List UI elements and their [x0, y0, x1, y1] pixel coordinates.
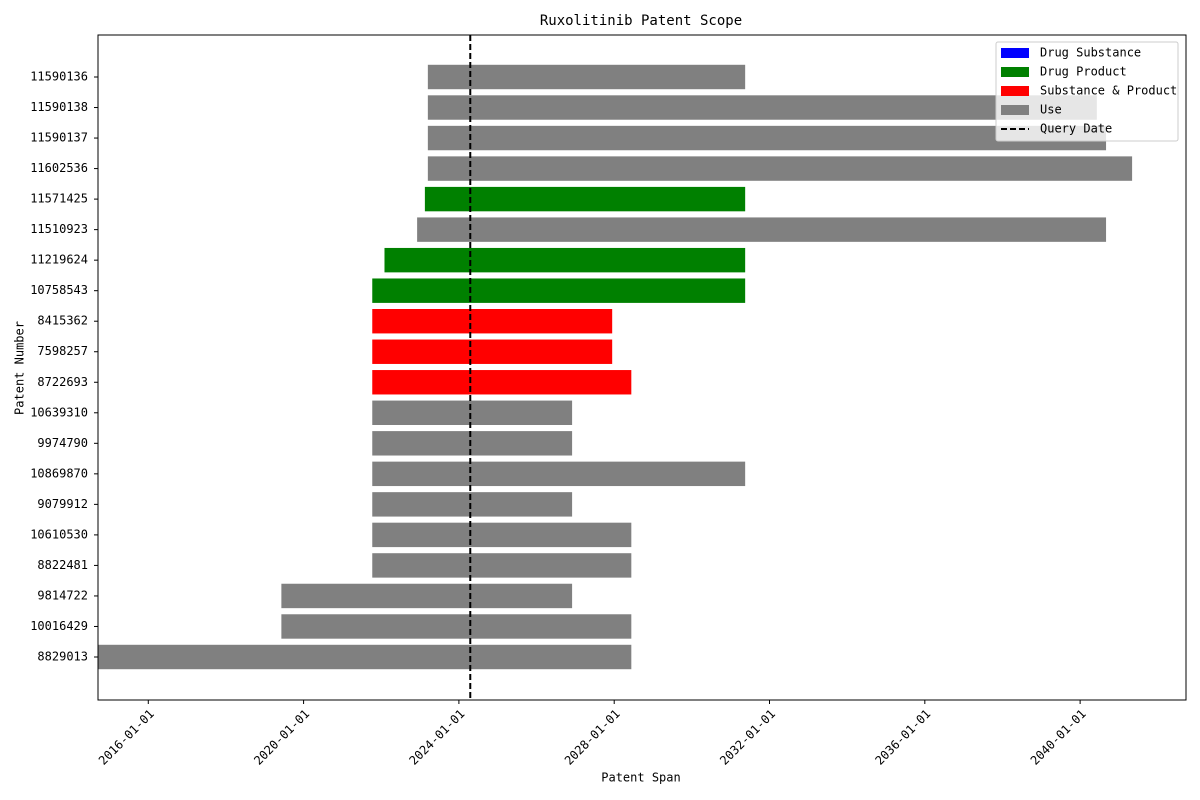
bar — [98, 645, 631, 669]
x-tick-label: 2024-01-01 — [407, 707, 468, 768]
legend-label: Drug Product — [1040, 65, 1127, 79]
bar — [372, 553, 631, 577]
legend-swatch — [1001, 105, 1029, 115]
x-axis-label: Patent Span — [601, 771, 680, 785]
bar — [384, 248, 745, 272]
y-axis-label: Patent Number — [13, 321, 27, 415]
legend-label: Drug Substance — [1040, 46, 1141, 60]
y-tick-label: 10610530 — [30, 527, 88, 541]
y-tick-label: 8822481 — [37, 558, 88, 572]
legend-swatch — [1001, 67, 1029, 77]
x-tick-label: 2036-01-01 — [872, 707, 933, 768]
x-tick-label: 2032-01-01 — [717, 707, 778, 768]
y-tick-label: 11219624 — [30, 253, 88, 267]
y-tick-label: 10758543 — [30, 283, 88, 297]
y-tick-label: 8722693 — [37, 375, 88, 389]
bar — [372, 309, 612, 333]
y-tick-label: 10869870 — [30, 466, 88, 480]
y-tick-label: 11571425 — [30, 192, 88, 206]
bar — [372, 523, 631, 547]
y-tick-label: 8829013 — [37, 650, 88, 664]
y-tick-label: 7598257 — [37, 344, 88, 358]
legend-label: Query Date — [1040, 122, 1112, 136]
bar — [428, 156, 1132, 180]
bar — [372, 278, 745, 302]
x-tick-label: 2028-01-01 — [562, 707, 623, 768]
y-tick-label: 11590138 — [30, 100, 88, 114]
y-tick-label: 10016429 — [30, 619, 88, 633]
bar — [372, 370, 631, 394]
x-tick-label: 2016-01-01 — [96, 707, 157, 768]
bar — [372, 431, 572, 455]
bar — [372, 401, 572, 425]
bar — [281, 614, 631, 638]
x-tick-label: 2040-01-01 — [1028, 707, 1089, 768]
legend: Drug Substance Drug Product Substance & Pr… — [996, 42, 1178, 141]
y-tick-label: 11510923 — [30, 222, 88, 236]
legend-swatch — [1001, 48, 1029, 58]
bar — [372, 462, 745, 486]
y-tick-label: 8415362 — [37, 314, 88, 328]
bar — [281, 584, 572, 608]
y-tick-label: 10639310 — [30, 405, 88, 419]
bar — [425, 187, 745, 211]
x-tick-label: 2020-01-01 — [251, 707, 312, 768]
chart-title: Ruxolitinib Patent Scope — [540, 13, 742, 29]
legend-label: Substance & Product — [1040, 84, 1177, 98]
bar — [417, 217, 1106, 241]
legend-label: Use — [1040, 103, 1062, 117]
y-tick-label: 11590137 — [30, 131, 88, 145]
y-tick-label: 11590136 — [30, 70, 88, 84]
y-tick-label: 9814722 — [37, 588, 88, 602]
legend-swatch — [1001, 86, 1029, 96]
y-tick-label: 9079912 — [37, 497, 88, 511]
bar — [428, 65, 745, 89]
bar — [372, 492, 572, 516]
bar — [372, 340, 612, 364]
y-tick-label: 9974790 — [37, 436, 88, 450]
y-tick-label: 11602536 — [30, 161, 88, 175]
